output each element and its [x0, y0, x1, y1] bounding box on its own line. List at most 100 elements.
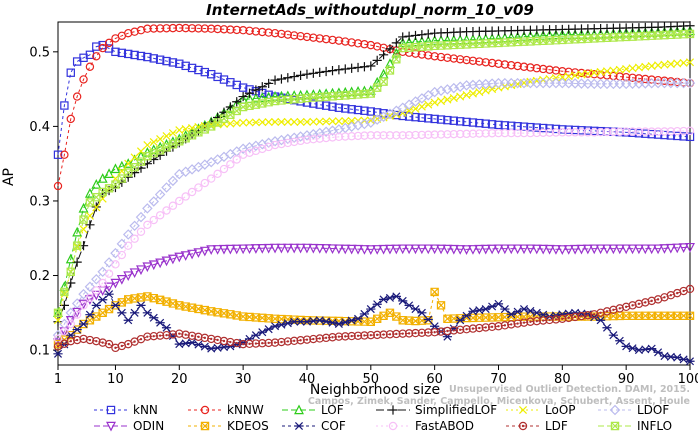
x-tick-label: 80	[554, 372, 571, 387]
data-point	[315, 117, 324, 126]
data-point	[200, 67, 210, 77]
data-point	[493, 32, 504, 43]
data-point	[481, 323, 490, 332]
x-tick-label: 50	[363, 372, 380, 387]
data-point	[226, 25, 235, 34]
data-point	[634, 127, 644, 136]
series-loop	[53, 58, 695, 325]
data-point	[481, 129, 490, 138]
data-point	[347, 116, 356, 125]
data-point	[232, 25, 241, 35]
data-point	[130, 308, 140, 317]
legend-swatch	[282, 403, 316, 414]
data-point	[91, 179, 102, 189]
data-point	[443, 115, 452, 125]
legend-label: INFLO	[637, 418, 673, 433]
data-point	[545, 124, 554, 133]
data-point	[213, 24, 222, 34]
data-point	[673, 59, 682, 68]
data-point	[614, 244, 625, 255]
data-point	[582, 244, 593, 255]
data-point	[175, 59, 184, 68]
data-point	[641, 74, 650, 84]
data-point	[398, 131, 407, 140]
plot-frame	[57, 21, 691, 366]
data-point	[673, 126, 682, 136]
data-point	[455, 129, 465, 139]
data-point	[85, 220, 95, 230]
data-point	[589, 244, 600, 255]
data-point	[526, 128, 535, 138]
data-point	[175, 126, 184, 135]
data-point	[685, 242, 695, 253]
data-point	[430, 52, 439, 61]
data-point	[232, 155, 241, 164]
series-lof	[53, 25, 695, 318]
data-point	[481, 86, 490, 95]
data-point	[347, 132, 356, 141]
data-point	[487, 120, 497, 129]
data-point	[411, 328, 420, 338]
legend-swatch	[188, 405, 222, 414]
data-point	[117, 308, 127, 317]
data-point	[194, 183, 203, 192]
credit-line-2: Campos, Zimek, Sander, Campello, Micenko…	[307, 396, 690, 407]
data-point	[238, 244, 249, 255]
x-tick-label: 60	[426, 372, 443, 387]
y-tick-label: 0.3	[29, 194, 50, 209]
data-point	[91, 290, 102, 301]
data-point	[398, 329, 407, 338]
data-point	[187, 249, 198, 260]
data-point	[283, 319, 293, 328]
data-point	[168, 330, 178, 339]
data-point	[372, 55, 382, 66]
data-point	[685, 357, 695, 366]
data-point	[462, 55, 471, 65]
data-point	[334, 332, 344, 341]
data-point	[155, 55, 165, 64]
series-odin	[53, 242, 695, 349]
data-point	[627, 344, 638, 353]
data-point	[519, 318, 529, 327]
data-point	[238, 83, 248, 92]
data-point	[442, 34, 453, 45]
data-point	[417, 328, 427, 337]
data-point	[366, 40, 376, 50]
data-point	[424, 114, 433, 123]
data-point	[436, 34, 447, 45]
data-point	[207, 24, 216, 33]
data-point	[347, 316, 357, 325]
legend-marker	[388, 421, 398, 430]
data-point	[79, 301, 88, 310]
data-point	[110, 247, 121, 259]
data-point	[149, 24, 158, 33]
data-point	[194, 332, 203, 342]
data-point	[257, 139, 268, 150]
data-point	[250, 244, 261, 254]
data-point	[334, 132, 344, 142]
data-point	[685, 132, 695, 142]
data-point	[155, 331, 165, 340]
legend-label: ODIN	[133, 418, 165, 433]
data-point	[276, 320, 287, 329]
data-point	[251, 339, 261, 348]
data-point	[385, 111, 394, 120]
data-point	[168, 201, 178, 210]
data-point	[334, 65, 344, 75]
data-point	[404, 36, 415, 47]
data-point	[334, 103, 344, 112]
data-point	[85, 293, 95, 303]
data-point	[462, 117, 471, 127]
data-point	[290, 336, 299, 346]
data-point	[193, 248, 204, 258]
data-point	[167, 175, 179, 187]
data-point	[110, 278, 121, 289]
legend-item-cof: COF	[280, 418, 346, 433]
data-point	[283, 117, 292, 126]
data-point	[545, 128, 554, 137]
data-point	[309, 33, 318, 42]
data-point	[417, 308, 427, 317]
data-point	[494, 120, 503, 130]
legend-item-lof: LOF	[280, 402, 344, 417]
data-point	[60, 327, 69, 336]
